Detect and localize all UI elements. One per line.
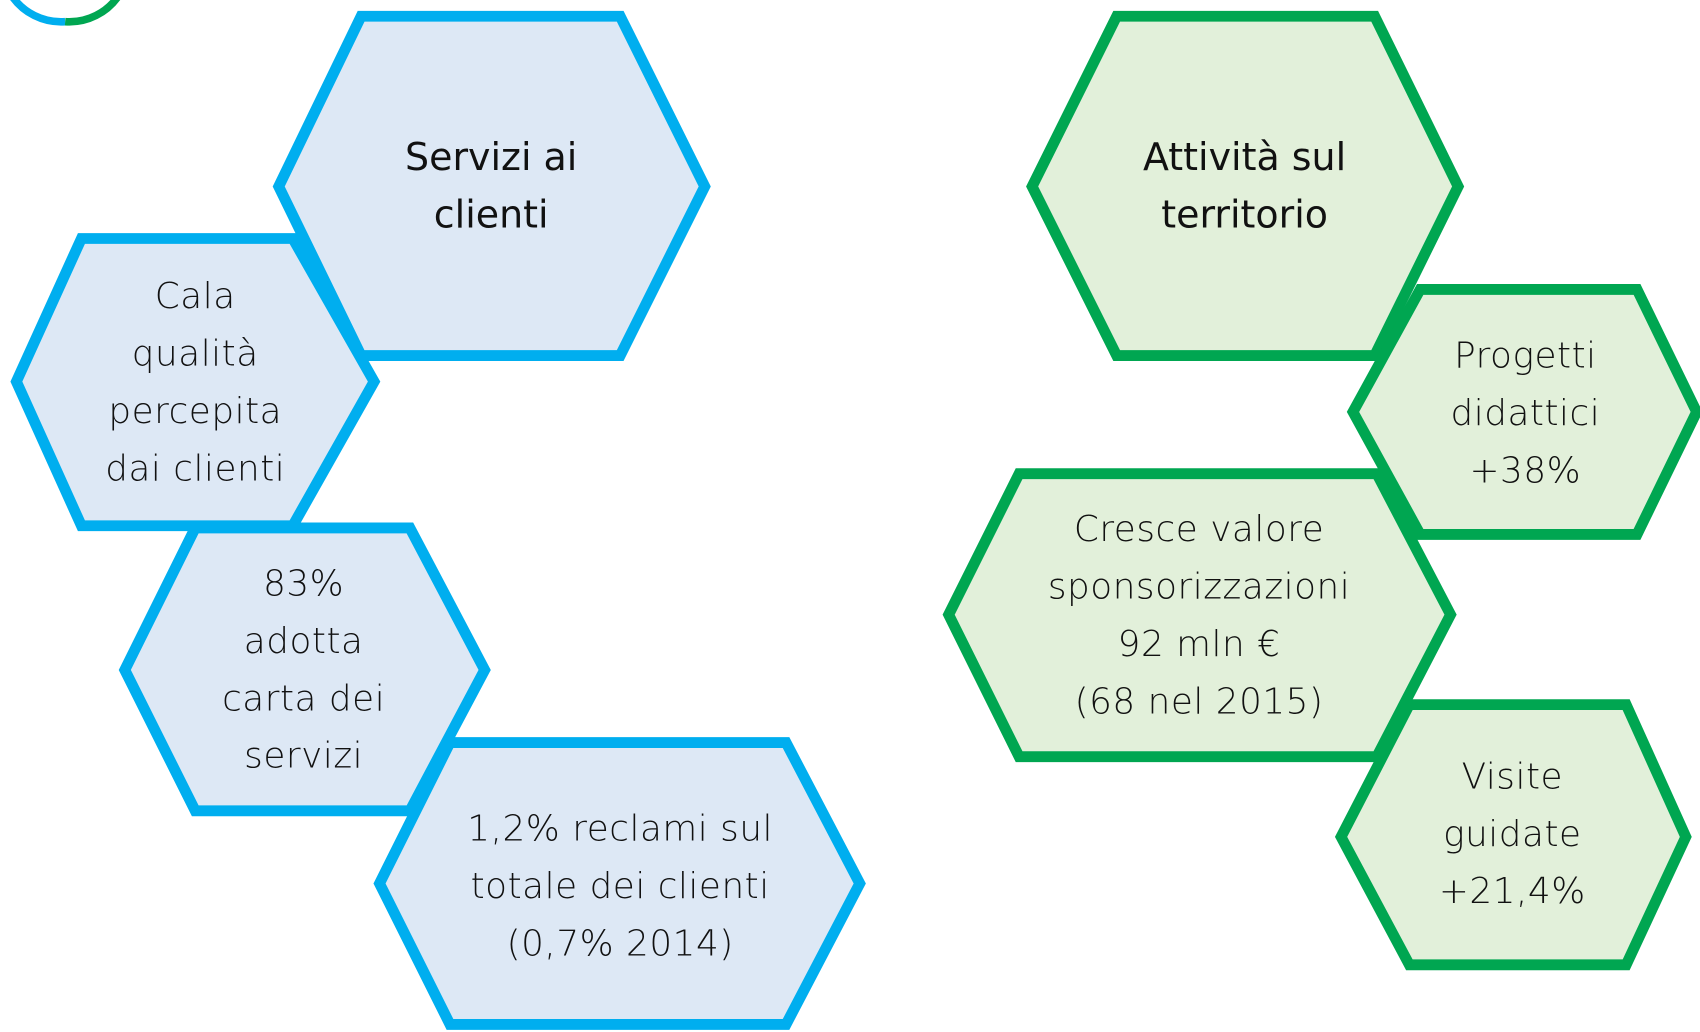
hexagon-text: +21,4%: [1439, 871, 1586, 912]
hexagon-text: didattici: [1450, 393, 1600, 434]
hexagon-text: guidate: [1443, 814, 1582, 855]
hexagon-text: Progetti: [1454, 336, 1597, 377]
hexagon: [1334, 699, 1692, 971]
hexagon-text: 83%: [263, 563, 344, 604]
hexagon-text: (0,7% 2014): [507, 923, 734, 964]
hexagon-text: qualità: [132, 334, 259, 375]
hexagon: [1026, 10, 1465, 361]
hexagon: [272, 10, 711, 361]
hexagon: [373, 737, 866, 1030]
hexagon-text: sponsorizzazioni: [1048, 567, 1350, 608]
hexagon-text: carta dei: [222, 678, 385, 719]
logo-arc: [10, 0, 66, 26]
hexagon-text: Cresce valore: [1074, 509, 1324, 550]
hexagon-title: Attività sul: [1143, 135, 1346, 179]
hexagon-text: Cala: [155, 276, 236, 317]
logo-arc: [64, 0, 121, 26]
hexagon-title: clienti: [434, 192, 549, 236]
hexagon-text: +38%: [1470, 451, 1582, 492]
hexagon-text: totale dei clienti: [471, 866, 770, 907]
hexagon-title: territorio: [1161, 192, 1328, 236]
hexagon-text: servizi: [244, 736, 363, 777]
hexagon-text: 92 mln €: [1118, 624, 1281, 665]
hexagon: [1346, 284, 1700, 540]
hexagon-text: (68 nel 2015): [1075, 682, 1324, 723]
hexagon-text: dai clienti: [105, 448, 285, 489]
hexagon-text: Visite: [1462, 756, 1563, 797]
hexagon-text: adotta: [244, 621, 364, 662]
hexagon-text: percepita: [108, 391, 282, 432]
hexagon-title: Servizi ai: [405, 135, 577, 179]
hexagon-text: 1,2% reclami sul: [467, 808, 773, 849]
